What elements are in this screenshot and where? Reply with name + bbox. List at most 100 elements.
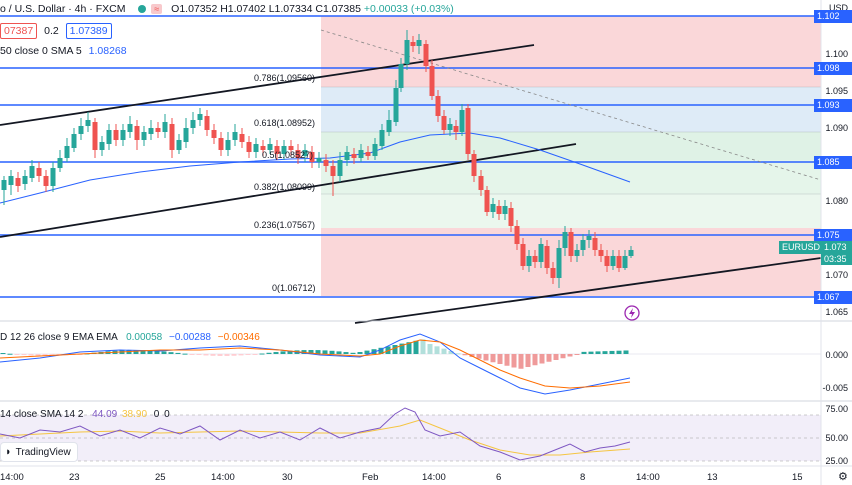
candle-body xyxy=(404,40,410,64)
candle-body xyxy=(496,206,502,214)
candle-body xyxy=(92,122,98,150)
candle-body xyxy=(274,146,280,154)
macd-hist-bar xyxy=(287,350,293,354)
candle-body xyxy=(465,108,471,154)
level-tag: 1.085 xyxy=(814,156,852,169)
candle-body xyxy=(323,160,329,166)
status-dot-icon xyxy=(138,5,147,14)
macd-hist-bar xyxy=(7,353,13,355)
candle-body xyxy=(127,124,133,132)
wave-icon: ≈ xyxy=(151,4,163,14)
rsi-sma-value: 38.90 xyxy=(121,409,148,420)
macd-hist-bar xyxy=(427,344,433,354)
candle-body xyxy=(568,232,574,256)
macd-hist-value: 0.00058 xyxy=(126,332,163,343)
level-tag: 1.075 xyxy=(814,229,852,242)
macd-hist-bar xyxy=(553,354,559,360)
macd-hist-bar xyxy=(161,351,167,354)
macd-label: D 12 26 close 9 EMA EMA xyxy=(0,332,118,343)
candle-body xyxy=(1,180,7,190)
macd-hist-bar xyxy=(350,352,356,354)
candle-body xyxy=(508,208,514,226)
candle-body xyxy=(526,256,532,266)
fib-label-786: 0.786(1.09560) xyxy=(254,73,316,83)
time-tick: 14:00 xyxy=(422,472,446,483)
candle-body xyxy=(562,232,568,248)
time-tick: 30 xyxy=(282,472,293,483)
candle-body xyxy=(281,146,287,154)
sell-button[interactable]: 07387 xyxy=(0,23,38,39)
candle-body xyxy=(410,42,416,46)
time-tick: 13 xyxy=(707,472,718,483)
macd-hist-bar xyxy=(434,346,440,354)
rsi-label: 14 close SMA 14 2 xyxy=(0,409,84,420)
current-price: 1.073 xyxy=(824,242,847,252)
rsi-sma-line xyxy=(0,419,631,456)
macd-hist-bar xyxy=(14,354,20,355)
macd-hist-bar xyxy=(0,353,6,354)
macd-hist-bar xyxy=(392,345,398,354)
macd-hist-bar xyxy=(224,354,230,356)
macd-hist-bar xyxy=(378,347,384,354)
candle-body xyxy=(302,150,308,156)
candle-body xyxy=(532,256,538,262)
signal-value: −0.00346 xyxy=(217,332,260,343)
macd-hist-bar xyxy=(385,346,391,354)
macd-hist-bar xyxy=(238,354,244,356)
sma-value: 1.08268 xyxy=(88,45,127,57)
macd-hist-bar xyxy=(182,353,188,355)
time-tick: 14:00 xyxy=(636,472,660,483)
fib-label-618: 0.618(1.08952) xyxy=(254,118,316,128)
candle-body xyxy=(544,246,550,268)
event-lightning-icon[interactable] xyxy=(624,305,640,321)
macd-hist-bar xyxy=(413,340,419,354)
macd-hist-bar xyxy=(196,354,202,355)
price-tick: 1.065 xyxy=(825,307,848,317)
rsi-tick: 50.00 xyxy=(825,433,848,443)
candle-body xyxy=(295,150,301,158)
fib-zone-top xyxy=(321,16,821,87)
candle-body xyxy=(246,142,252,152)
candle-body xyxy=(574,250,580,256)
macd-hist-bar xyxy=(455,353,461,355)
macd-tick: 0.000 xyxy=(825,350,848,360)
candle-body xyxy=(344,152,350,160)
currency-label[interactable]: USD xyxy=(828,3,848,13)
rsi-tick: 25.00 xyxy=(825,456,848,466)
candle-body xyxy=(148,128,154,134)
support-trendline xyxy=(354,257,822,324)
macd-hist-bar xyxy=(280,351,286,354)
candle-body xyxy=(253,144,259,152)
macd-hist-bar xyxy=(154,350,160,354)
candle-body xyxy=(36,168,42,176)
candle-body xyxy=(398,64,404,88)
macd-hist-bar xyxy=(483,354,489,361)
candle-body xyxy=(592,238,598,250)
ohlc-high: H1.07402 xyxy=(220,3,266,15)
macd-hist-bar xyxy=(42,354,48,356)
macd-hist-bar xyxy=(343,352,349,354)
candle-body xyxy=(484,190,490,212)
candle-body xyxy=(372,144,378,156)
buy-button[interactable]: 1.07389 xyxy=(65,23,112,39)
macd-hist-bar xyxy=(623,350,629,354)
candlestick-series xyxy=(1,30,634,288)
rsi-extra-2: 0 xyxy=(164,409,170,420)
time-tick: 14:00 xyxy=(0,472,24,483)
candle-body xyxy=(459,110,465,132)
candle-body xyxy=(106,130,112,144)
macd-hist-bar xyxy=(252,354,258,355)
candle-body xyxy=(134,126,140,140)
ohlc-close: C1.07385 xyxy=(315,3,361,15)
price-tick: 1.070 xyxy=(825,270,848,280)
candle-body xyxy=(365,152,371,156)
tradingview-logo[interactable]: ◗ TradingView xyxy=(0,442,78,462)
time-tick: 14:00 xyxy=(211,472,235,483)
settings-gear-icon[interactable]: ⚙ xyxy=(838,471,848,483)
candle-body xyxy=(204,116,210,130)
rsi-tick: 75.00 xyxy=(825,404,848,414)
candle-body xyxy=(29,166,35,178)
candle-body xyxy=(429,66,435,96)
macd-hist-bar xyxy=(189,354,195,355)
